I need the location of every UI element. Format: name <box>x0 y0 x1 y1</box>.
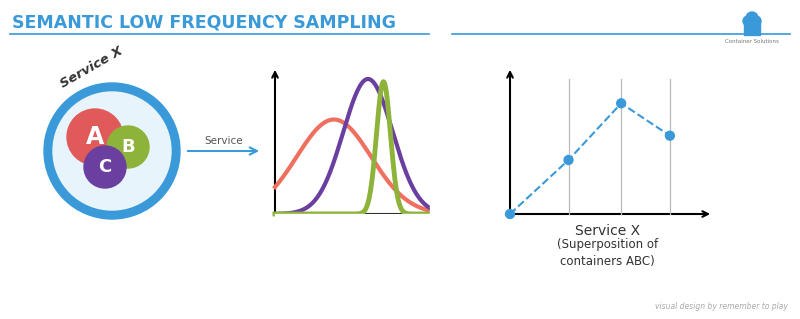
Text: C: C <box>98 158 112 176</box>
Circle shape <box>84 146 126 188</box>
Point <box>663 133 676 138</box>
Point <box>562 158 575 163</box>
Bar <box>744 21 760 35</box>
Text: Service X: Service X <box>58 45 125 91</box>
Text: (Superposition of
containers ABC): (Superposition of containers ABC) <box>557 238 658 268</box>
Text: A: A <box>86 125 104 149</box>
Circle shape <box>107 126 149 168</box>
Text: Service: Service <box>205 136 243 146</box>
Circle shape <box>743 16 753 26</box>
Point <box>614 101 627 106</box>
Circle shape <box>53 92 171 210</box>
Point <box>504 211 517 217</box>
Circle shape <box>751 16 761 26</box>
Circle shape <box>746 12 758 24</box>
Text: Reality: Reality <box>329 224 376 238</box>
Text: B: B <box>121 138 135 156</box>
Text: Container Solutions: Container Solutions <box>725 39 779 44</box>
Text: visual design by remember to play: visual design by remember to play <box>655 302 788 311</box>
Circle shape <box>44 83 180 219</box>
FancyArrowPatch shape <box>188 147 257 155</box>
Text: SEMANTIC LOW FREQUENCY SAMPLING: SEMANTIC LOW FREQUENCY SAMPLING <box>12 14 396 32</box>
Circle shape <box>67 109 123 165</box>
Text: Service X: Service X <box>575 224 640 238</box>
